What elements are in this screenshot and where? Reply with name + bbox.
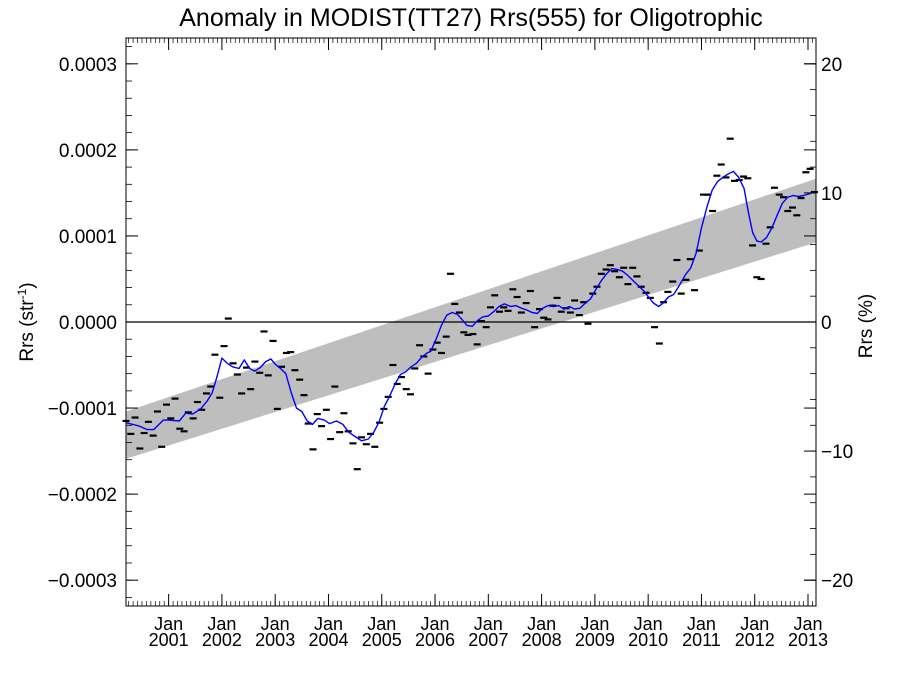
trend-band-layer: [126, 178, 816, 459]
smoothed-line-layer: [125, 170, 815, 442]
x-tick-month-label: Jan: [527, 614, 556, 634]
x-tick-month-label: Jan: [580, 614, 609, 634]
y2-tick-label: −10: [821, 442, 853, 463]
y-tick-label: −0.0001: [48, 399, 117, 420]
x-tick-month-label: Jan: [421, 614, 450, 634]
x-tick-month-label: Jan: [474, 614, 503, 634]
y-tick-label: −0.0002: [48, 485, 117, 506]
x-tick-year-label: 2012: [735, 630, 775, 650]
chart-title: Anomaly in MODIST(TT27) Rrs(555) for Oli…: [179, 4, 762, 32]
left-axis-layer: 0.0003 0.0002 0.0001 0.0000 −0.0001 −0.0002 −0…: [48, 46, 816, 598]
y-tick-label: 0.0003: [59, 55, 117, 76]
x-tick-year-label: 2001: [149, 630, 189, 650]
x-tick-month-label: Jan: [793, 614, 822, 634]
x-tick-month-label: Jan: [207, 614, 236, 634]
smoothed-series-line: [125, 170, 815, 442]
x-tick-month-label: Jan: [314, 614, 343, 634]
y2-tick-label: 0: [821, 313, 832, 334]
x-tick-year-label: 2004: [308, 630, 348, 650]
x-tick-month-label: Jan: [154, 614, 183, 634]
left-axis-label: Rrs (str-1): [15, 282, 38, 361]
x-tick-year-label: 2006: [415, 630, 455, 650]
x-tick-year-label: 2007: [468, 630, 508, 650]
y2-tick-label: 20: [821, 55, 842, 76]
x-tick-year-label: 2010: [628, 630, 668, 650]
x-tick-year-label: 2013: [788, 630, 828, 650]
x-tick-month-label: Jan: [634, 614, 663, 634]
x-tick-month-label: Jan: [687, 614, 716, 634]
right-axis-layer: 20 10 0 −10 −20: [804, 37, 853, 607]
x-tick-year-label: 2005: [362, 630, 402, 650]
x-tick-month-label: Jan: [740, 614, 769, 634]
x-tick-year-label: 2008: [522, 630, 562, 650]
x-tick-year-label: 2011: [682, 630, 721, 650]
x-tick-year-label: 2002: [202, 630, 242, 650]
y-tick-label: 0.0000: [59, 313, 117, 334]
x-tick-month-label: Jan: [367, 614, 396, 634]
trend-band: [126, 178, 816, 459]
x-tick-month-label: Jan: [261, 614, 290, 634]
y2-tick-label: 10: [821, 184, 842, 205]
x-tick-year-label: 2009: [575, 630, 615, 650]
y-tick-label: 0.0001: [59, 227, 117, 248]
y-tick-label: 0.0002: [59, 141, 117, 162]
y2-tick-label: −20: [821, 571, 853, 592]
x-tick-year-label: 2003: [255, 630, 295, 650]
x-axis-layer: Jan2001Jan2002Jan2003Jan2004Jan2005Jan20…: [128, 38, 828, 650]
right-axis-label: Rrs (%): [856, 294, 877, 358]
y-tick-label: −0.0003: [48, 571, 117, 592]
